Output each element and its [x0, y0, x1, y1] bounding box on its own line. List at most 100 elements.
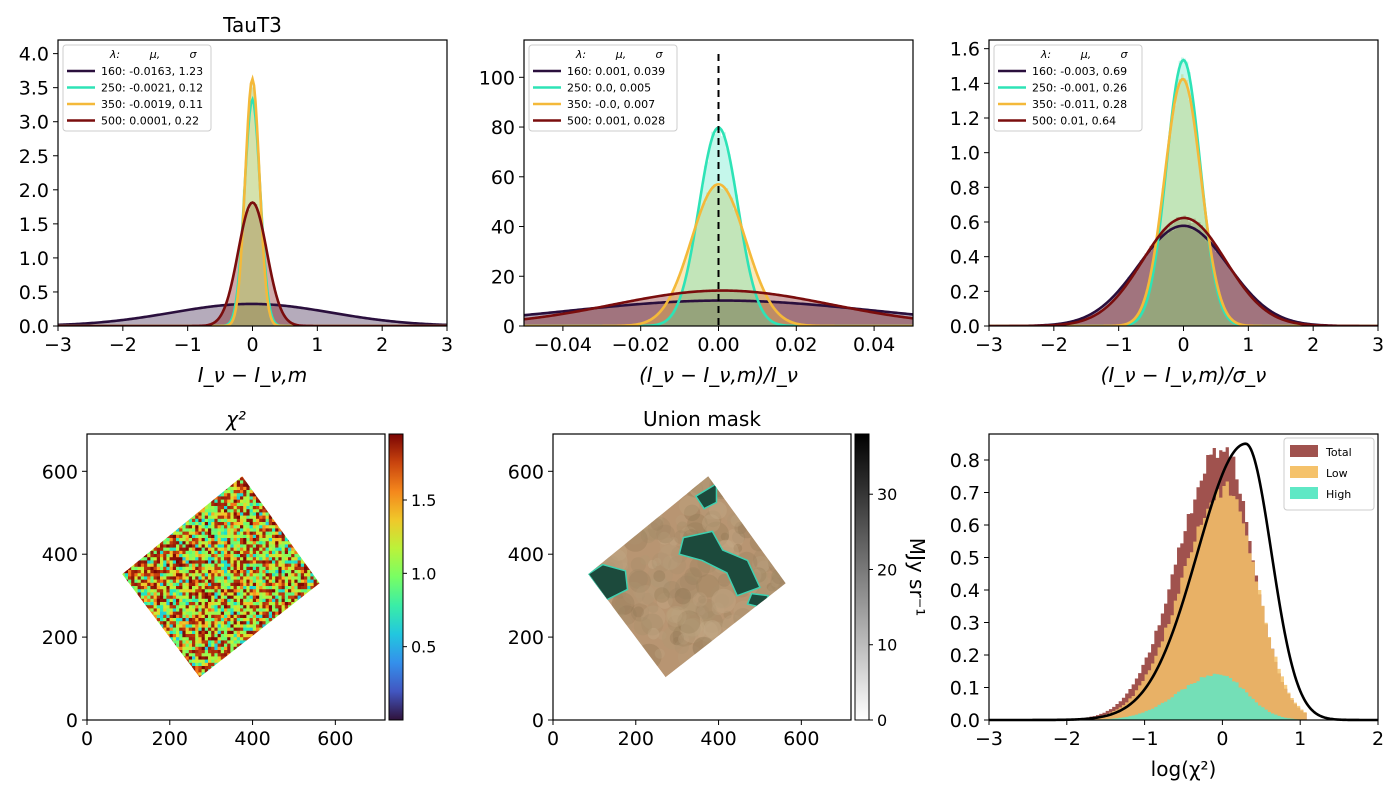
y-tick-label: 3.0: [19, 112, 49, 134]
y-tick-label: 400: [42, 544, 78, 566]
y-tick-label: 0: [503, 316, 515, 338]
y-tick-label: 0.1: [950, 678, 980, 700]
panel-title: χ²: [225, 407, 246, 431]
axes-frame: [523, 39, 914, 327]
legend-box: [62, 44, 212, 132]
panel-top-middle: −0.04 −0.02 0.00 0.02 0.04 0 20 40 60 80 100 (I_ν −…: [479, 39, 914, 387]
fit-curve-500: [58, 201, 447, 326]
panel-title: TauT3: [222, 13, 282, 37]
legend-swatch: [1290, 445, 1318, 457]
x-tick-label: −3: [44, 334, 72, 356]
x-tick-label: 0: [547, 728, 559, 750]
y-tick-label: 40: [491, 217, 515, 239]
y-tick-label: 20: [491, 266, 515, 288]
y-tick-label: 0.7: [950, 483, 980, 505]
colorbar-tick-label: 0: [877, 711, 887, 730]
x-tick-label: −1: [1131, 728, 1159, 750]
legend-header-mu: μ,: [149, 48, 161, 61]
legend-header-mu: μ,: [615, 48, 627, 61]
legend-header-sigma: σ: [656, 48, 664, 61]
colorbar-tick-label: 30: [877, 485, 897, 504]
x-tick-label: −2: [109, 334, 137, 356]
x-tick-label: 0: [1177, 334, 1189, 356]
legend: λ: μ, σ 160: 0.001, 0.039 250: 0.0, 0.005 350…: [528, 44, 678, 132]
x-tick-label: 1: [1294, 728, 1306, 750]
legend-entry-160: 160: -0.003, 0.69: [1032, 65, 1127, 78]
axes-frame: [988, 433, 1379, 721]
x-tick-label: 0.02: [775, 334, 817, 356]
legend-swatch: [1290, 466, 1318, 478]
colorbar-tick-label: 10: [877, 636, 897, 655]
y-tick-label: 0.5: [19, 282, 49, 304]
y-tick-label: 100: [479, 67, 515, 89]
y-tick-label: 0: [532, 710, 544, 732]
y-tick-label: 0.6: [950, 515, 980, 537]
legend-entry-500: 500: 0.001, 0.028: [567, 115, 665, 128]
histogram-500: [989, 215, 1378, 326]
y-tick-label: 0.2: [950, 645, 980, 667]
y-tick-label: 0.6: [950, 212, 980, 234]
x-tick-label: 0: [246, 334, 258, 356]
colorbar-tick-label: 0.5: [411, 638, 436, 657]
y-tick-label: 200: [42, 627, 78, 649]
y-tick-label: 0.8: [950, 177, 980, 199]
panel-bottom-right: −3 −2 −1 0 1 2 0.0 0.1 0.2 0.3 0.4 0.5 0.6 0.7 0.8 log(…: [950, 433, 1384, 781]
y-tick-label: 1.4: [950, 73, 980, 95]
mask-region: [678, 530, 761, 597]
x-axis-label: I_ν − I_ν,m: [198, 363, 307, 387]
legend-header-sigma: σ: [1121, 48, 1129, 61]
panel-top-left: −3 −2 −1 0 1 2 3 0.0 0.5 1.0 1.5 2.0 2.5 3.0 3.5 4.0 Tau…: [19, 13, 453, 387]
x-tick-label: −3: [975, 334, 1003, 356]
y-tick-label: 0.0: [950, 710, 980, 732]
legend-box: [993, 44, 1143, 132]
y-tick-label: 600: [42, 461, 78, 483]
x-tick-label: −0.04: [534, 334, 592, 356]
legend-header-mu: μ,: [1080, 48, 1092, 61]
y-tick-label: 1.5: [19, 214, 49, 236]
y-tick-label: 2.5: [19, 146, 49, 168]
y-tick-label: 4.0: [19, 44, 49, 66]
y-tick-label: 0.8: [950, 450, 980, 472]
y-tick-label: 0.4: [950, 580, 980, 602]
legend-entry-250: 250: -0.0021, 0.12: [101, 82, 203, 95]
histogram-high: [989, 673, 1378, 720]
y-tick-label: 200: [508, 627, 544, 649]
colorbar-gradient: [388, 433, 404, 721]
x-tick-label: 600: [783, 728, 819, 750]
x-tick-label: 0.04: [853, 334, 895, 356]
legend-entry-low: Low: [1326, 467, 1348, 480]
x-tick-label: 400: [234, 728, 270, 750]
x-axis-label: log(χ²): [1151, 757, 1217, 781]
y-tick-label: 600: [508, 461, 544, 483]
x-tick-label: −3: [975, 728, 1003, 750]
colorbar-tick-label: 1.0: [411, 564, 436, 583]
y-tick-label: 3.5: [19, 78, 49, 100]
fit-curve-350: [989, 77, 1378, 326]
legend-box: [528, 44, 678, 132]
legend-entry-500: 500: 0.01, 0.64: [1032, 115, 1116, 128]
plot-area: [989, 57, 1378, 326]
plot-area: [58, 74, 447, 326]
histogram-500: [58, 201, 447, 326]
panel-title: Union mask: [643, 407, 761, 431]
y-tick-label: 0.3: [950, 613, 980, 635]
x-tick-label: 1: [1242, 334, 1254, 356]
histogram-160: [989, 223, 1378, 326]
x-tick-label: 0.00: [697, 334, 739, 356]
colorbar: 0.5 1.0 1.5: [388, 433, 436, 721]
y-tick-label: 1.0: [19, 248, 49, 270]
x-tick-label: 1: [311, 334, 323, 356]
x-tick-label: 2: [1372, 728, 1384, 750]
y-tick-label: 80: [491, 117, 515, 139]
x-axis-label: (I_ν − I_ν,m)/σ_ν: [1101, 363, 1267, 387]
legend-entry-350: 350: -0.0019, 0.11: [101, 98, 203, 111]
legend-entry-high: High: [1326, 488, 1351, 501]
legend: Total Low High: [1283, 437, 1375, 511]
legend-entry-250: 250: 0.0, 0.005: [567, 82, 651, 95]
colorbar: 0 10 20 30 MJy sr⁻¹: [854, 433, 929, 730]
intensity-map: [588, 476, 786, 678]
legend-entry-500: 500: 0.0001, 0.22: [101, 115, 199, 128]
axes-frame: [57, 39, 448, 327]
y-tick-label: 0.4: [950, 247, 980, 269]
